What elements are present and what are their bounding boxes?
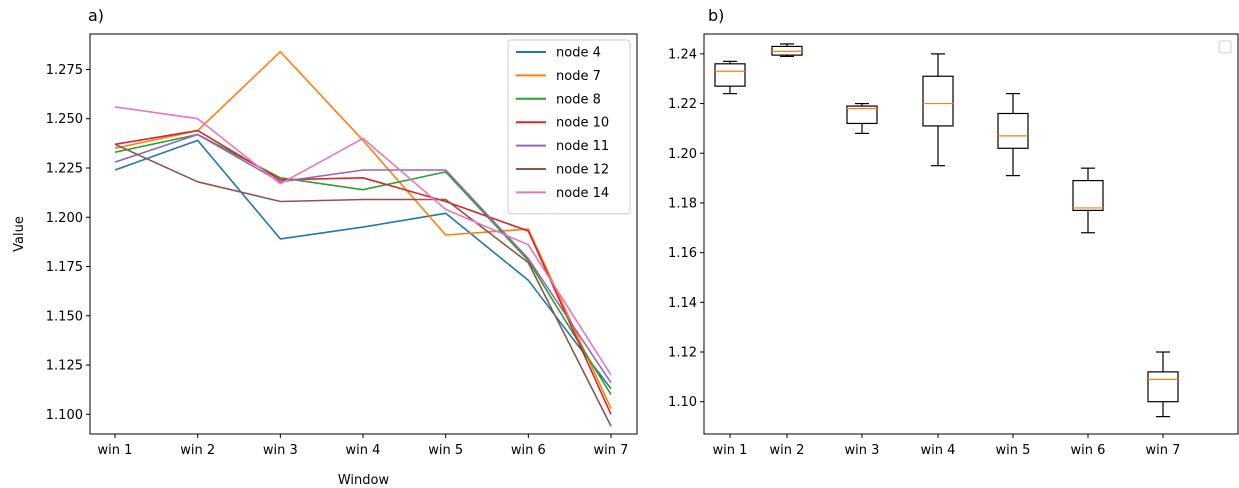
y-tick-label: 1.150	[46, 309, 83, 324]
iqr-box	[1072, 179, 1104, 211]
legend-label: node 4	[556, 46, 601, 61]
x-tick-label: win 1	[98, 443, 133, 458]
y-axis-b: 1.10 1.12 1.14 1.16 1.18 1.20 1.22 1.24	[668, 47, 704, 410]
empty-legend-box	[1218, 40, 1232, 54]
box-win-6	[1072, 167, 1104, 234]
series-line-node-14	[114, 106, 612, 376]
series-line-node-10	[114, 129, 612, 415]
legend-label: node 12	[556, 163, 609, 178]
y-tick-label: 1.14	[668, 296, 697, 311]
x-tick-label: win 7	[1146, 443, 1181, 458]
x-axis-a: win 1 win 2 win 3 win 4 win 5 win 6 win 7	[98, 434, 629, 458]
y-tick-label: 1.175	[46, 260, 83, 275]
y-tick-label: 1.18	[668, 196, 697, 211]
box-win-3	[846, 102, 878, 134]
panel-b-label: b)	[708, 6, 724, 25]
y-tick-label: 1.22	[668, 97, 697, 112]
box-group	[714, 43, 1179, 418]
x-tick-label: win 3	[845, 443, 880, 458]
y-axis-a: 1.100 1.125 1.150 1.175 1.200 1.225 1.250 1.275	[46, 63, 90, 423]
panel-a-label: a)	[88, 6, 104, 25]
y-tick-label: 1.250	[46, 112, 83, 127]
plot-area-b	[703, 33, 1239, 435]
legend-box	[507, 39, 631, 215]
iqr-box	[1147, 371, 1179, 403]
y-tick-label: 1.200	[46, 211, 83, 226]
x-tick-label: win 7	[594, 443, 629, 458]
iqr-box	[997, 112, 1029, 149]
legend-label: node 7	[556, 69, 601, 84]
legend-label: node 11	[556, 139, 609, 154]
x-tick-label: win 6	[511, 443, 546, 458]
legend-label: node 10	[556, 116, 609, 131]
legend-label: node 8	[556, 92, 601, 107]
x-tick-label: win 5	[996, 443, 1031, 458]
y-tick-label: 1.100	[46, 408, 83, 423]
y-tick-label: 1.24	[668, 47, 697, 62]
legend: node 4 node 7 node 8 node 10 node 11 node 12 n…	[507, 39, 631, 215]
iqr-box	[846, 105, 878, 125]
x-tick-label: win 5	[428, 443, 463, 458]
iqr-box	[771, 45, 803, 56]
x-tick-label: win 3	[263, 443, 298, 458]
y-tick-label: 1.275	[46, 63, 83, 78]
x-tick-label: win 6	[1071, 443, 1106, 458]
y-tick-label: 1.10	[668, 395, 697, 410]
iqr-box	[922, 75, 954, 127]
x-tick-label: win 2	[770, 443, 805, 458]
y-tick-label: 1.20	[668, 147, 697, 162]
box-win-2	[771, 43, 803, 57]
y-tick-label: 1.225	[46, 161, 83, 176]
x-axis-title: Window	[338, 473, 390, 488]
box-win-5	[997, 93, 1029, 177]
box-win-1	[714, 60, 746, 95]
x-tick-label: win 4	[346, 443, 381, 458]
series-line-node-11	[114, 133, 612, 384]
line-chart-panel: a) 1.1001.1251.1501.1751.2001.2251.2501.…	[12, 6, 638, 488]
y-tick-label: 1.12	[668, 346, 697, 361]
x-tick-label: win 1	[713, 443, 748, 458]
box-plot-panel: b) 1.10 1.12 1.14 1.16 1.18 1.20 1.22 1.24 win …	[668, 6, 1239, 458]
x-tick-label: win 4	[921, 443, 956, 458]
iqr-box	[714, 63, 746, 87]
series-line-node-4	[114, 139, 612, 390]
y-tick-label: 1.16	[668, 246, 697, 261]
line-series-group	[114, 50, 612, 427]
box-win-4	[922, 53, 954, 167]
y-axis-title: Value	[12, 216, 27, 252]
box-win-7	[1147, 351, 1179, 418]
y-tick-label: 1.125	[46, 359, 83, 374]
legend-label: node 14	[556, 186, 609, 201]
x-tick-label: win 2	[180, 443, 215, 458]
series-line-node-12	[114, 143, 612, 427]
x-axis-b: win 1 win 2 win 3 win 4 win 5 win 6 win 7	[713, 434, 1181, 458]
